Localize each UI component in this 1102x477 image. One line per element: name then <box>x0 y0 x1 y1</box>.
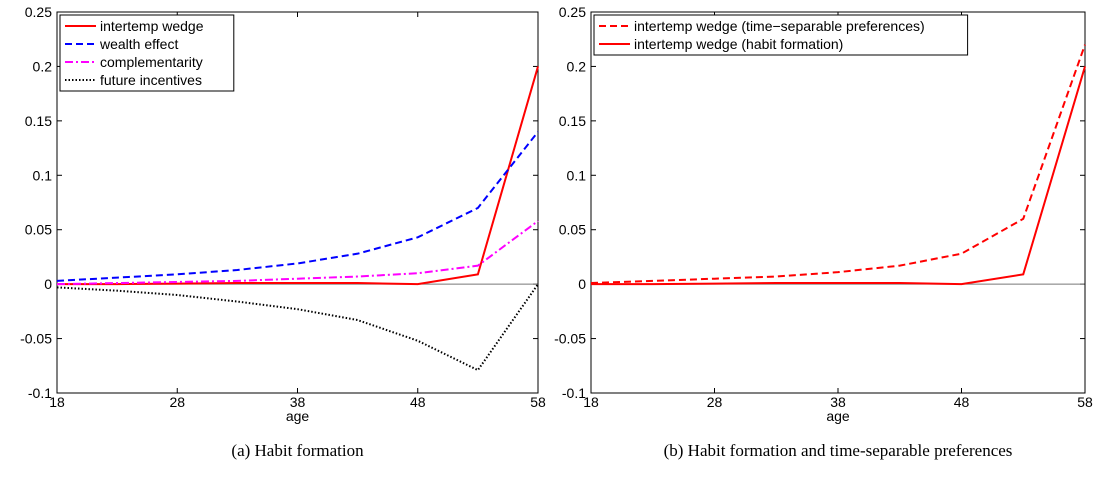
plot-frame <box>56 11 539 394</box>
plot-frame <box>590 11 1086 394</box>
y-tick-label: 0.15 <box>559 113 586 129</box>
y-tick-label: 0.2 <box>567 58 587 74</box>
x-tick-label: 48 <box>410 394 426 410</box>
x-tick-label: 48 <box>954 394 970 410</box>
y-tick-label: -0.05 <box>20 331 52 347</box>
y-tick-label: -0.1 <box>562 385 586 401</box>
legend-label: intertemp wedge (time−separable preferen… <box>634 18 925 34</box>
caption: (a) Habit formation <box>231 441 364 460</box>
y-tick-label: 0.25 <box>25 4 52 20</box>
y-tick-label: 0.2 <box>33 58 53 74</box>
series-line <box>590 44 1086 285</box>
series-line <box>56 283 539 372</box>
plot-area <box>591 12 1085 393</box>
y-tick-label: 0 <box>578 276 586 292</box>
legend-label: wealth effect <box>99 36 178 52</box>
y-tick-label: 0.25 <box>559 4 586 20</box>
y-tick-label: 0.1 <box>567 167 587 183</box>
x-tick-label: 28 <box>169 394 185 410</box>
legend-label: future incentives <box>100 72 202 88</box>
x-tick-label: 28 <box>707 394 723 410</box>
series-line <box>56 220 539 286</box>
series-line <box>591 66 1086 286</box>
legend-label: intertemp wedge <box>100 18 204 34</box>
x-tick-label: 38 <box>290 394 306 410</box>
x-tick-label: 38 <box>830 394 846 410</box>
legend-box <box>59 14 235 92</box>
x-axis-label: age <box>826 408 850 424</box>
series-line <box>56 131 539 282</box>
legend-box <box>593 14 969 56</box>
y-tick-label: 0 <box>44 276 52 292</box>
x-tick-label: 18 <box>583 394 599 410</box>
y-tick-label: 0.05 <box>25 222 52 238</box>
caption: (b) Habit formation and time-separable p… <box>664 441 1013 460</box>
y-tick-label: -0.05 <box>554 331 586 347</box>
legend-label: complementarity <box>100 54 203 70</box>
y-tick-label: 0.1 <box>33 167 53 183</box>
x-tick-label: 18 <box>49 394 65 410</box>
x-axis-label: age <box>286 408 310 424</box>
legend-label: intertemp wedge (habit formation) <box>634 36 843 52</box>
y-tick-label: 0.05 <box>559 222 586 238</box>
x-tick-label: 58 <box>1077 394 1093 410</box>
y-tick-label: 0.15 <box>25 113 52 129</box>
series-line <box>57 66 539 286</box>
x-tick-label: 58 <box>530 394 546 410</box>
y-tick-label: -0.1 <box>28 385 52 401</box>
